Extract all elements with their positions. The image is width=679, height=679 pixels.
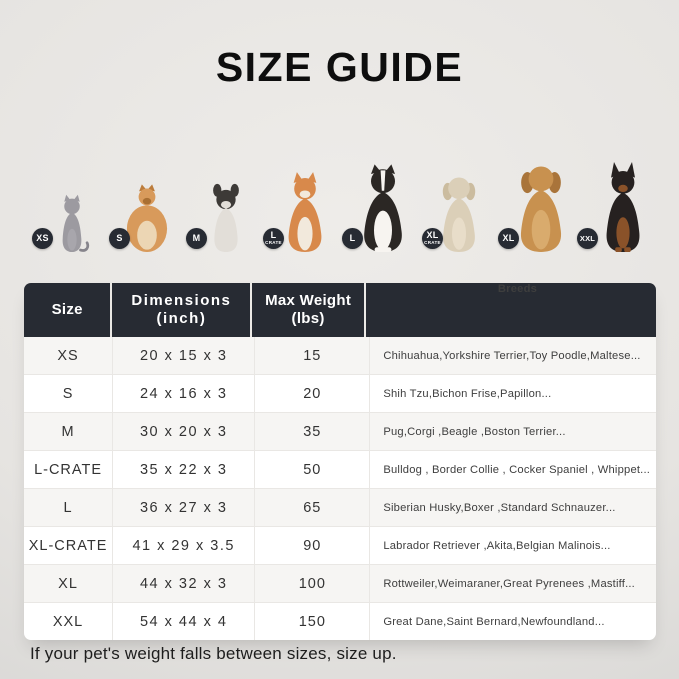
pet-m-french-bulldog — [203, 174, 249, 252]
max-weight-cell: 15 — [255, 337, 371, 374]
column-label: Max Weight — [265, 292, 352, 309]
size-badge-xs: XS — [32, 228, 53, 249]
table-row-xxl: XXL 54 x 44 x 4 150 Great Dane,Saint Ber… — [24, 602, 656, 640]
column-label: Breeds — [497, 283, 538, 295]
badge-label: M — [192, 233, 201, 243]
dimensions-cell: 41 x 29 x 3.5 — [113, 527, 256, 564]
doberman-illustration — [606, 162, 640, 252]
column-sublabel: (inch) — [156, 310, 207, 327]
breeds-cell: Rottweiler,Weimaraner,Great Pyrenees ,Ma… — [383, 577, 635, 590]
table-row-m: M 30 x 20 x 3 35 Pug,Corgi ,Beagle ,Bost… — [24, 412, 656, 450]
max-weight-cell: 50 — [255, 451, 371, 488]
size-cell: L — [24, 489, 114, 526]
breeds-cell: Labrador Retriever ,Akita,Belgian Malino… — [383, 539, 611, 552]
max-weight-cell: 65 — [255, 489, 371, 526]
dimensions-cell: 30 x 20 x 3 — [113, 413, 256, 450]
badge-label: L — [349, 233, 356, 243]
max-weight-cell: 90 — [255, 527, 371, 564]
size-table-header: Size Dimensions (inch) Max Weight (lbs) … — [24, 283, 656, 337]
pet-l-crate-shiba-inu — [278, 162, 332, 252]
breeds-cell: Chihuahua,Yorkshire Terrier,Toy Poodle,M… — [383, 349, 641, 362]
table-row-l: L 36 x 27 x 3 65 Siberian Husky,Boxer ,S… — [24, 488, 656, 526]
table-row-s: S 24 x 16 x 3 20 Shih Tzu,Bichon Frise,P… — [24, 374, 656, 412]
size-badge-l: L — [342, 228, 363, 249]
column-header-max-weight: Max Weight (lbs) — [252, 283, 364, 337]
table-row-xl-crate: XL-CRATE 41 x 29 x 3.5 90 Labrador Retri… — [24, 526, 656, 564]
pets-row: XS S — [0, 130, 679, 252]
column-label: Size — [51, 301, 83, 318]
pomeranian-illustration — [126, 184, 168, 252]
pet-l-border-collie — [353, 155, 413, 252]
table-row-xl: XL 44 x 32 x 3 100 Rottweiler,Weimaraner… — [24, 564, 656, 602]
shiba-inu-illustration — [288, 172, 322, 252]
size-table: Size Dimensions (inch) Max Weight (lbs) … — [24, 283, 656, 640]
page-title: SIZE GUIDE — [215, 44, 464, 90]
badge-label: XXL — [579, 233, 596, 243]
table-row-xs: XS 20 x 15 x 3 15 Chihuahua,Yorkshire Te… — [24, 337, 656, 374]
size-cell: XXL — [24, 603, 114, 640]
french-bulldog-illustration — [213, 183, 239, 252]
table-row-l-crate: L-CRATE 35 x 22 x 3 50 Bulldog , Border … — [24, 450, 656, 488]
badge-label: XL — [426, 230, 439, 241]
size-badge-m: M — [186, 228, 207, 249]
size-badge-s: S — [109, 228, 130, 249]
dimensions-cell: 54 x 44 x 4 — [113, 603, 256, 640]
size-badge-xl: XL — [498, 228, 519, 249]
golden-retriever-illustration — [520, 166, 562, 252]
badge-sublabel: CRATE — [424, 240, 441, 246]
column-header-breeds: Breeds — [365, 283, 656, 337]
size-badge-xxl: XXL — [577, 228, 598, 249]
pet-xl-crate-labrador — [432, 149, 486, 252]
size-cell: M — [24, 413, 114, 450]
size-cell: XL-CRATE — [24, 527, 114, 564]
breeds-cell: Bulldog , Border Collie , Cocker Spaniel… — [383, 463, 651, 476]
size-cell: S — [24, 375, 114, 412]
badge-label: S — [116, 233, 123, 243]
breeds-cell: Shih Tzu,Bichon Frise,Papillon... — [383, 387, 552, 400]
dimensions-cell: 35 x 22 x 3 — [113, 451, 256, 488]
badge-sublabel: CRATE — [265, 240, 282, 246]
column-label: Dimensions — [131, 292, 232, 309]
border-collie-illustration — [364, 164, 402, 252]
size-cell: XS — [24, 337, 114, 374]
breeds-cell: Siberian Husky,Boxer ,Standard Schnauzer… — [383, 501, 616, 514]
breeds-cell: Great Dane,Saint Bernard,Newfoundland... — [383, 615, 605, 628]
column-header-dimensions: Dimensions (inch) — [112, 283, 251, 337]
column-sublabel: (lbs) — [291, 310, 325, 327]
dimensions-cell: 24 x 16 x 3 — [113, 375, 256, 412]
max-weight-cell: 35 — [255, 413, 371, 450]
max-weight-cell: 150 — [255, 603, 371, 640]
badge-label: XS — [36, 233, 49, 243]
size-badge-xl-crate: XL CRATE — [422, 228, 443, 249]
pet-xs-cat — [51, 194, 93, 252]
size-cell: XL — [24, 565, 114, 602]
pet-xl-golden-retriever — [510, 145, 572, 252]
pet-xxl-doberman — [593, 133, 653, 252]
dimensions-cell: 44 x 32 x 3 — [113, 565, 256, 602]
dimensions-cell: 20 x 15 x 3 — [113, 337, 256, 374]
labrador-illustration — [442, 177, 476, 252]
breeds-cell: Pug,Corgi ,Beagle ,Boston Terrier... — [383, 425, 566, 438]
sizing-note: If your pet's weight falls between sizes… — [30, 644, 397, 663]
pet-s-pomeranian — [120, 182, 174, 252]
badge-label: L — [270, 230, 277, 241]
max-weight-cell: 100 — [255, 565, 371, 602]
size-cell: L-CRATE — [24, 451, 114, 488]
column-header-size: Size — [24, 283, 111, 337]
max-weight-cell: 20 — [255, 375, 371, 412]
badge-label: XL — [502, 233, 515, 243]
size-badge-l-crate: L CRATE — [263, 228, 284, 249]
dimensions-cell: 36 x 27 x 3 — [113, 489, 256, 526]
cat-illustration — [62, 194, 90, 252]
